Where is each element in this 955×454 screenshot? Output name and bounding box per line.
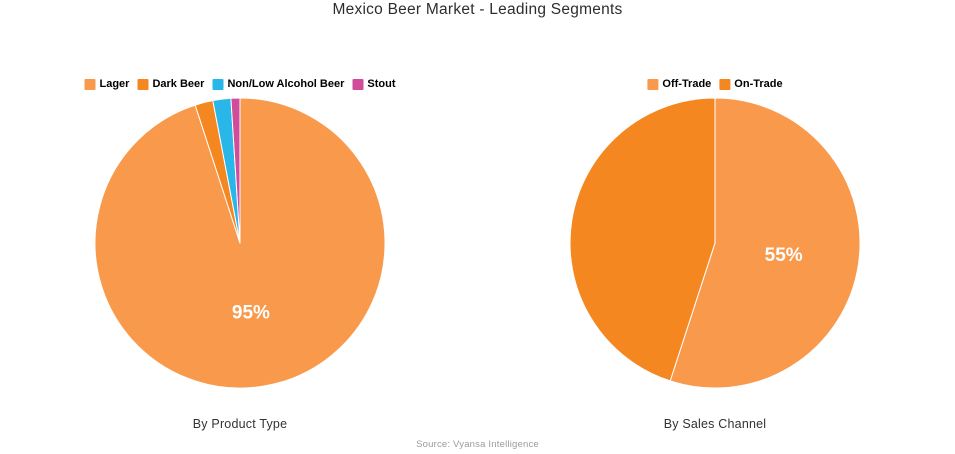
legend-swatch-icon (352, 78, 364, 90)
pie-sales-channel: 55% (569, 97, 861, 389)
legend-label: Stout (367, 78, 396, 90)
legend-item-stout[interactable]: Stout (352, 78, 396, 90)
chart-caption: By Sales Channel (663, 417, 767, 431)
chart-caption: By Product Type (192, 417, 288, 431)
legend-swatch-icon (719, 78, 731, 90)
legend-label: Dark Beer (152, 78, 205, 90)
pie-product-type: 95% (94, 97, 386, 389)
pie-slice-stout[interactable] (230, 97, 241, 244)
page-title: Mexico Beer Market - Leading Segments (332, 1, 623, 18)
legend-label: On-Trade (734, 78, 783, 90)
legend-swatch-icon (137, 78, 149, 90)
legend-swatch-icon (84, 78, 96, 90)
legend-swatch-icon (647, 78, 659, 90)
legend-swatch-icon (212, 78, 224, 90)
legend-label: Non/Low Alcohol Beer (227, 78, 345, 90)
chart-legend: Lager Dark Beer Non/Low Alcohol Beer Stout (84, 78, 396, 90)
chart-legend: Off-Trade On-Trade (647, 78, 783, 90)
legend-item-lager[interactable]: Lager (84, 78, 130, 90)
slice-percentage-label: 95% (232, 303, 270, 324)
slice-percentage-label: 55% (765, 245, 803, 266)
legend-item-on-trade[interactable]: On-Trade (719, 78, 783, 90)
legend-item-off-trade[interactable]: Off-Trade (647, 78, 711, 90)
pie-slice-off-trade[interactable] (669, 97, 861, 389)
chart-by-product-type: Lager Dark Beer Non/Low Alcohol Beer Stout … (80, 0, 400, 454)
legend-label: Lager (99, 78, 130, 90)
pie-slice-on-trade[interactable] (569, 97, 716, 382)
legend-item-dark-beer[interactable]: Dark Beer (137, 78, 204, 90)
source-attribution: Source: Vyansa Intelligence (416, 439, 539, 450)
chart-by-sales-channel: Off-Trade On-Trade 55% By Sales Channel (555, 0, 875, 454)
legend-item-non-low-alcohol-beer[interactable]: Non/Low Alcohol Beer (212, 78, 344, 90)
legend-label: Off-Trade (662, 78, 712, 90)
